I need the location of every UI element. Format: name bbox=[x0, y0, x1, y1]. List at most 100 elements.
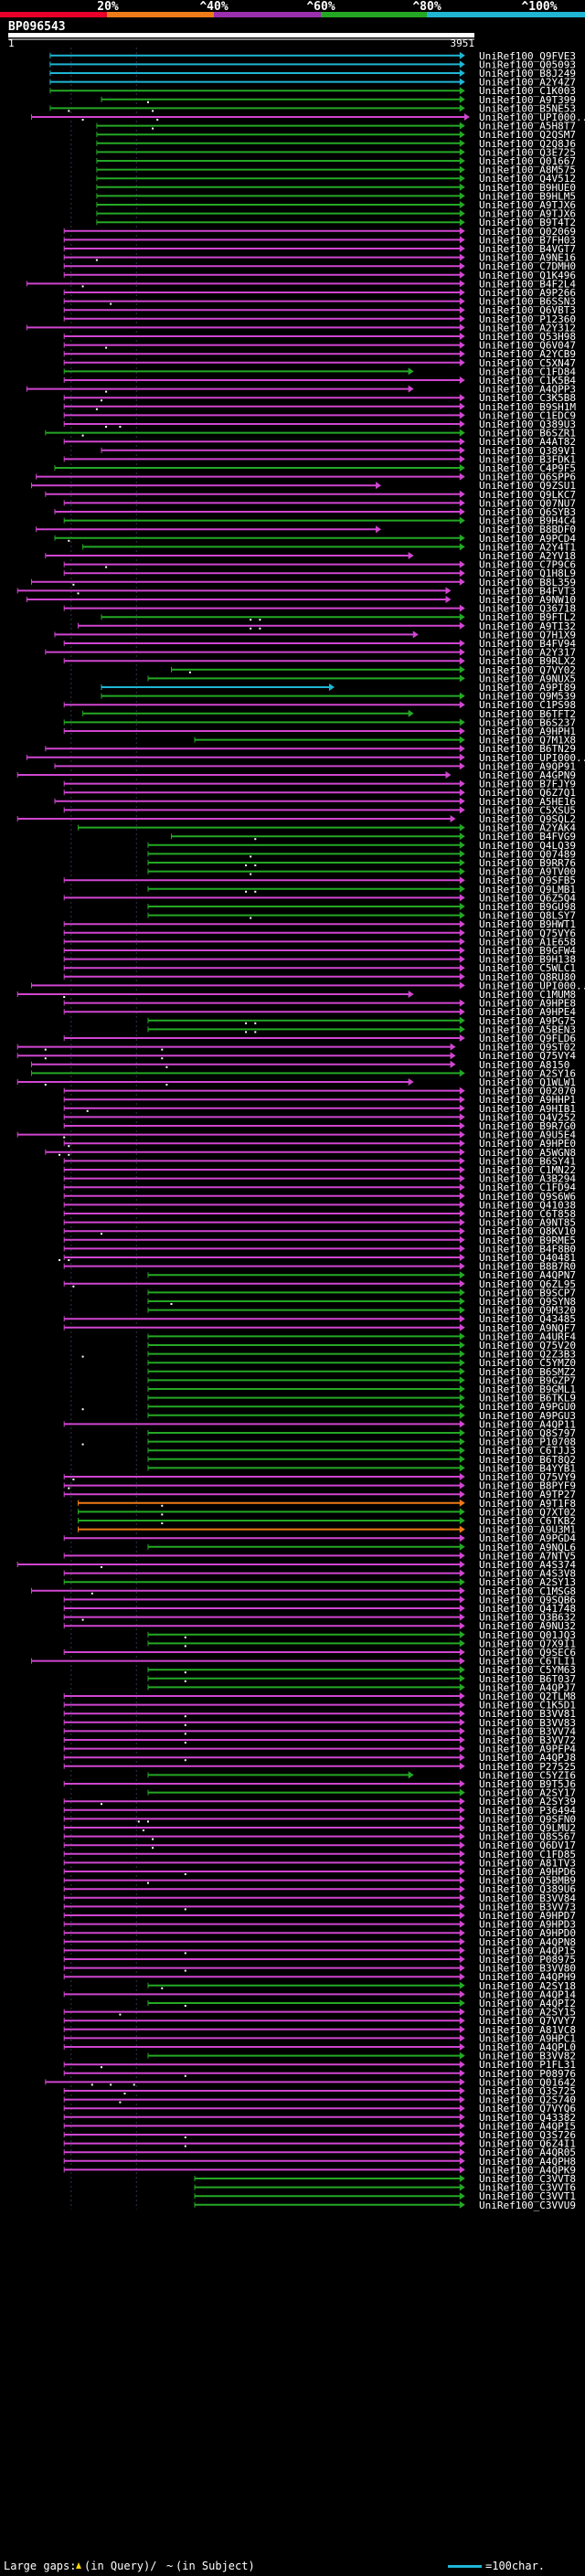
hit-row[interactable]: UniRef100_Q07NU7 bbox=[63, 497, 576, 509]
hit-row[interactable]: UniRef100_A5WGN8 bbox=[45, 1147, 576, 1159]
hit-label[interactable]: UniRef100_B9HLM5 bbox=[479, 190, 576, 202]
hit-label[interactable]: UniRef100_A1E658 bbox=[479, 936, 576, 948]
hit-label[interactable]: UniRef100_Q9M539 bbox=[479, 691, 576, 703]
hit-label[interactable]: UniRef100_C1EDC9 bbox=[479, 409, 576, 421]
hit-row[interactable]: UniRef100_Q6V047 bbox=[63, 340, 576, 352]
hit-row[interactable]: UniRef100_C5XSU5 bbox=[63, 804, 576, 816]
hit-label[interactable]: UniRef100_A9P266 bbox=[479, 287, 576, 299]
hit-label[interactable]: UniRef100_A5WGN8 bbox=[479, 1147, 576, 1159]
hit-row[interactable]: UniRef100_A9HHP1 bbox=[63, 1094, 576, 1106]
hit-row[interactable]: UniRef100_Q43382 bbox=[63, 2112, 576, 2124]
hit-label[interactable]: UniRef100_C1MUM8 bbox=[479, 989, 576, 1001]
hit-row[interactable]: UniRef100_A9NW10 bbox=[26, 594, 576, 606]
hit-row[interactable]: UniRef100_Q7H1X9 bbox=[54, 629, 576, 641]
hit-label[interactable]: UniRef100_B6SZR1 bbox=[479, 428, 576, 440]
hit-label[interactable]: UniRef100_Q2QSM7 bbox=[479, 129, 576, 141]
hit-row[interactable]: UniRef100_A9TI32 bbox=[78, 620, 576, 632]
hit-label[interactable]: UniRef100_A2Y317 bbox=[479, 647, 576, 659]
hit-label[interactable]: UniRef100_B8BDF0 bbox=[479, 524, 576, 535]
hit-row[interactable]: UniRef100_A9HPD7 bbox=[63, 1910, 576, 1922]
hit-label[interactable]: UniRef100_Q02069 bbox=[479, 226, 576, 238]
hit-label[interactable]: UniRef100_A5BEN3 bbox=[479, 1023, 576, 1035]
hit-label[interactable]: UniRef100_A9HIB1 bbox=[479, 1103, 576, 1115]
hit-label[interactable]: UniRef100_Q6Z5Q4 bbox=[479, 892, 576, 904]
hit-label[interactable]: UniRef100_Q2Z3B3 bbox=[479, 1349, 576, 1361]
hit-label[interactable]: UniRef100_A9TP27 bbox=[479, 1489, 576, 1500]
hit-row[interactable]: UniRef100_B6SMZ2 bbox=[147, 1366, 576, 1378]
hit-label[interactable]: UniRef100_B3VV83 bbox=[479, 1717, 576, 1729]
hit-row[interactable]: UniRef100_B8BDF0 bbox=[36, 524, 576, 535]
hit-label[interactable]: UniRef100_C1MN22 bbox=[479, 1164, 576, 1176]
hit-row[interactable]: UniRef100_Q3E725 bbox=[96, 146, 576, 158]
hit-label[interactable]: UniRef100_P1FL31 bbox=[479, 2059, 576, 2071]
hit-row[interactable]: UniRef100_A9NUX5 bbox=[147, 673, 576, 684]
hit-label[interactable]: UniRef100_Q3B632 bbox=[479, 1612, 576, 1624]
hit-label[interactable]: UniRef100_A9HPE8 bbox=[479, 998, 576, 1010]
hit-row[interactable]: UniRef100_A9PGU3 bbox=[147, 1410, 576, 1422]
hit-row[interactable]: UniRef100_Q7VY02 bbox=[171, 664, 576, 676]
hit-label[interactable]: UniRef100_C1K003 bbox=[479, 85, 576, 97]
hit-row[interactable]: UniRef100_B9T5J6 bbox=[63, 1778, 576, 1790]
hit-label[interactable]: UniRef100_B6T8Q2 bbox=[479, 1454, 576, 1466]
hit-label[interactable]: UniRef100_B6S237 bbox=[479, 716, 576, 728]
hit-label[interactable]: UniRef100_A2YCB9 bbox=[479, 348, 576, 360]
hit-label[interactable]: UniRef100_Q6Z4I1 bbox=[479, 2138, 576, 2150]
hit-row[interactable]: UniRef100_Q75V20 bbox=[147, 1340, 576, 1352]
hit-label[interactable]: UniRef100_A9QP91 bbox=[479, 760, 576, 772]
hit-label[interactable]: UniRef100_A9HPD6 bbox=[479, 1866, 576, 1878]
hit-label[interactable]: UniRef100_B9HWT1 bbox=[479, 918, 576, 930]
hit-row[interactable]: UniRef100_Q4LQ39 bbox=[147, 840, 576, 852]
hit-row[interactable]: UniRef100_B3VV72 bbox=[63, 1734, 576, 1746]
hit-row[interactable]: UniRef100_A9NE16 bbox=[63, 252, 576, 264]
hit-row[interactable]: UniRef100_A9TP27 bbox=[63, 1489, 576, 1500]
hit-label[interactable]: UniRef100_A4GPN9 bbox=[479, 769, 576, 781]
hit-row[interactable]: UniRef100_Q6VBT3 bbox=[63, 304, 576, 316]
hit-row[interactable]: UniRef100_B8B7R0 bbox=[63, 1261, 576, 1273]
hit-row[interactable]: UniRef100_A2SY15 bbox=[63, 2007, 576, 2019]
hit-label[interactable]: UniRef100_A4QPN7 bbox=[479, 1269, 576, 1281]
hit-label[interactable]: UniRef100_A2YAK4 bbox=[479, 822, 576, 834]
hit-row[interactable]: UniRef100_A9P266 bbox=[63, 287, 576, 299]
hit-label[interactable]: UniRef100_Q9FVE3 bbox=[479, 50, 576, 62]
hit-label[interactable]: UniRef100_A9HPD7 bbox=[479, 1910, 576, 1922]
hit-row[interactable]: UniRef100_A4S374 bbox=[16, 1559, 576, 1571]
hit-row[interactable]: UniRef100_Q5BMB9 bbox=[63, 1875, 576, 1887]
hit-row[interactable]: UniRef100_B4FV94 bbox=[63, 638, 576, 650]
hit-label[interactable]: UniRef100_C6TKB2 bbox=[479, 1515, 576, 1527]
hit-row[interactable]: UniRef100_A9PGU0 bbox=[81, 1401, 576, 1413]
hit-label[interactable]: UniRef100_C3VVT8 bbox=[479, 2173, 576, 2185]
hit-row[interactable]: UniRef100_A4QPI5 bbox=[63, 2120, 576, 2132]
hit-row[interactable]: UniRef100_A4QPP3 bbox=[26, 384, 576, 396]
hit-label[interactable]: UniRef100_UPI000... bbox=[479, 980, 585, 991]
hit-row[interactable]: UniRef100_B6SY41 bbox=[63, 1155, 576, 1167]
hit-row[interactable]: UniRef100_C4P9F5 bbox=[54, 462, 576, 474]
hit-row[interactable]: UniRef100_Q2TLM8 bbox=[63, 1691, 576, 1702]
hit-row[interactable]: UniRef100_A9QP91 bbox=[54, 760, 576, 772]
hit-label[interactable]: UniRef100_Q75VY6 bbox=[479, 928, 576, 939]
hit-row[interactable]: UniRef100_Q01642 bbox=[45, 2076, 576, 2088]
hit-label[interactable]: UniRef100_A4QP14 bbox=[479, 1988, 576, 2000]
hit-row[interactable]: UniRef100_A4QP15 bbox=[63, 1945, 576, 1956]
hit-row[interactable]: UniRef100_Q389U3 bbox=[63, 419, 576, 430]
hit-row[interactable]: UniRef100_Q6Z7Q1 bbox=[63, 787, 576, 799]
hit-label[interactable]: UniRef100_P10708 bbox=[479, 1436, 576, 1448]
hit-label[interactable]: UniRef100_A4QPN8 bbox=[479, 1936, 576, 1948]
hit-row[interactable]: UniRef100_B8J249 bbox=[49, 68, 576, 80]
hit-label[interactable]: UniRef100_A4QP15 bbox=[479, 1945, 576, 1956]
hit-row[interactable]: UniRef100_Q9SQB6 bbox=[63, 1594, 576, 1606]
hit-row[interactable]: UniRef100_Q43485 bbox=[63, 1313, 576, 1325]
hit-row[interactable]: UniRef100_B4YYB1 bbox=[147, 1462, 576, 1474]
hit-row[interactable]: UniRef100_C1MSG8 bbox=[31, 1585, 576, 1597]
hit-row[interactable]: UniRef100_A7NTV5 bbox=[63, 1550, 576, 1562]
hit-row[interactable]: UniRef100_P08975 bbox=[63, 1954, 576, 1966]
hit-row[interactable]: UniRef100_B9FTL2 bbox=[101, 611, 576, 623]
hit-label[interactable]: UniRef100_A4URF4 bbox=[479, 1330, 576, 1342]
hit-label[interactable]: UniRef100_A9PI89 bbox=[479, 682, 576, 694]
hit-label[interactable]: UniRef100_Q9FLD6 bbox=[479, 1033, 576, 1044]
hit-row[interactable]: UniRef100_A2SY39 bbox=[63, 1796, 576, 1807]
hit-row[interactable]: UniRef100_Q9SEC6 bbox=[63, 1647, 576, 1659]
hit-row[interactable]: UniRef100_A4GPN9 bbox=[16, 769, 576, 781]
hit-label[interactable]: UniRef100_C3VVT6 bbox=[479, 2182, 576, 2194]
hit-row[interactable]: UniRef100_Q02069 bbox=[63, 226, 576, 238]
hit-row[interactable]: UniRef100_A5BEN3 bbox=[147, 1023, 576, 1035]
